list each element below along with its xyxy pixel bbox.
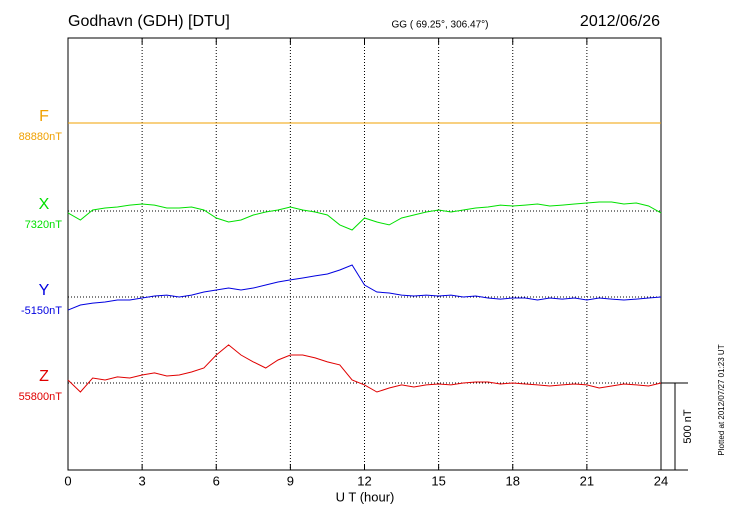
series-line — [67, 264, 662, 311]
baseline-label: 88880nT — [19, 131, 63, 143]
baseline-label: -5150nT — [21, 305, 62, 317]
baseline-label: 7320nT — [25, 219, 63, 231]
x-tick-label: 6 — [213, 473, 220, 488]
baseline-label: 55800nT — [19, 391, 63, 403]
series-name: Y — [39, 282, 50, 299]
x-tick-label: 0 — [64, 473, 71, 488]
x-axis-label: U T (hour) — [336, 489, 395, 504]
x-tick-label: 9 — [287, 473, 294, 488]
series-line — [67, 201, 662, 231]
footnote: Plotted at 2012/07/27 01:23 UT — [717, 344, 726, 455]
series-name: Z — [39, 368, 49, 385]
series-name: X — [39, 196, 50, 213]
x-tick-label: 24 — [654, 473, 668, 488]
series-name: F — [39, 108, 49, 125]
x-tick-label: 12 — [357, 473, 371, 488]
x-tick-label: 18 — [506, 473, 520, 488]
date: 2012/06/26 — [580, 13, 660, 30]
subtitle: GG ( 69.25°, 306.47°) — [392, 20, 489, 31]
scale-bar-label: 500 nT — [682, 409, 694, 444]
x-tick-label: 21 — [580, 473, 594, 488]
x-tick-label: 3 — [139, 473, 146, 488]
chart-title: Godhavn (GDH) [DTU] — [68, 13, 230, 30]
series-line — [67, 344, 662, 393]
x-tick-label: 15 — [431, 473, 445, 488]
